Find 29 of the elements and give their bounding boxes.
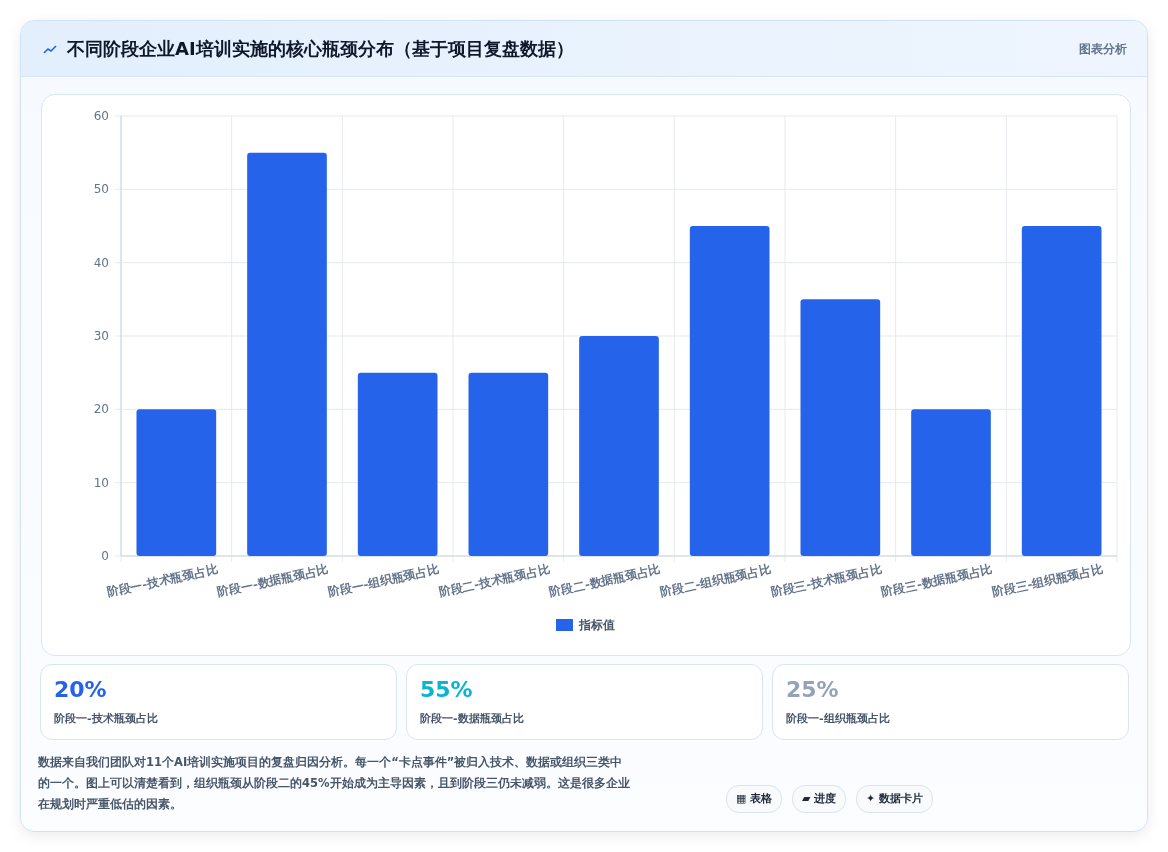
text: ✦ 数据卡片	[856, 785, 934, 813]
text: ▦ 表格	[726, 785, 783, 813]
text: ▰ 进度	[792, 785, 847, 813]
legend-label: 指标值	[578, 618, 615, 632]
bar	[689, 226, 770, 556]
y-tick-label: 60	[93, 109, 109, 123]
category-label: 阶段一-数据瓶颈占比	[420, 711, 524, 726]
y-tick-label: 40	[93, 255, 109, 270]
text: 20%	[54, 677, 107, 702]
bar	[247, 152, 327, 556]
category-label: 阶段一-组织瓶颈占比	[786, 711, 890, 726]
bar	[357, 372, 438, 556]
text: 25%	[786, 677, 839, 702]
bar	[800, 299, 881, 556]
y-tick-label: 20	[93, 402, 109, 417]
y-tick-label: 50	[93, 182, 109, 197]
bar	[1021, 226, 1102, 556]
category-label: 阶段一-技术瓶颈占比	[54, 711, 158, 726]
bar	[136, 409, 217, 556]
bar	[579, 336, 659, 556]
chart-title: 不同阶段企业AI培训实施的核心瓶颈分布（基于项目复盘数据）	[66, 37, 574, 61]
bar	[468, 372, 549, 556]
y-tick-label: 0	[101, 549, 109, 563]
y-tick-label: 10	[93, 475, 109, 490]
y-tick-label: 30	[93, 329, 109, 343]
text: 图表分析	[1079, 41, 1127, 58]
text: 55%	[420, 677, 473, 702]
text: 数据来自我们团队对11个AI培训实施项目的复盘归因分析。每一个“卡点事件”被归入技术、数据或组织三类中的一个。图上可以清楚看到，组织瓶颈从阶段二的45%开始成为主导因素，且到阶段三仍未减弱。这是很多企业在规划时严重低估的因素。	[38, 754, 630, 813]
bar	[911, 409, 991, 556]
